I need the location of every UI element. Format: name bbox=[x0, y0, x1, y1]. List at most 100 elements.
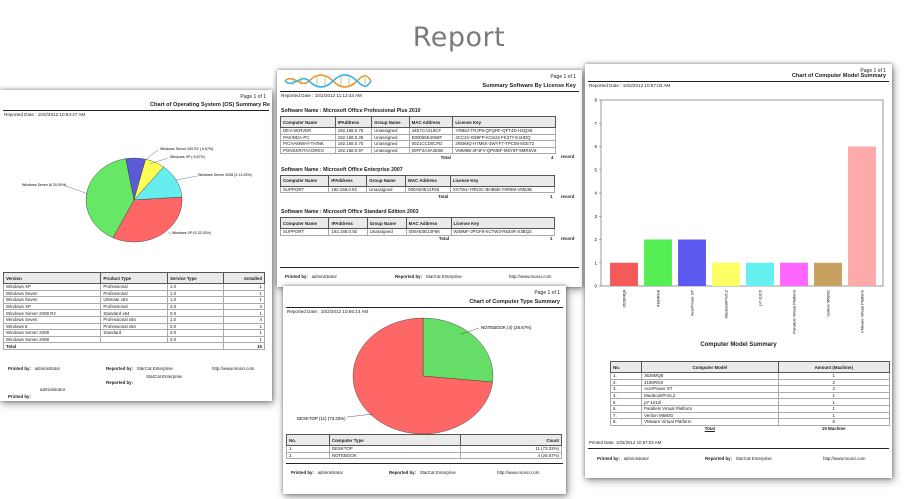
page-number: Page 1 of 1 bbox=[240, 94, 266, 100]
table-cell: Standard x64 bbox=[100, 309, 168, 317]
software-section-title: Software Name : Microsoft Office Standar… bbox=[281, 209, 419, 215]
table-row: SUPPORT 192.168.0.92 Unassigned 000AE0E14F6… bbox=[279, 228, 577, 236]
chart-caption: Computer Model Summary bbox=[700, 342, 777, 348]
column-header: MAC Address bbox=[408, 116, 454, 128]
column-header: Group Name bbox=[366, 217, 407, 229]
table-cell: Unassigned bbox=[371, 133, 410, 142]
table-cell: SUPPORT bbox=[279, 185, 330, 194]
table-cell: 1.0 bbox=[166, 283, 225, 291]
table-cell: 2. bbox=[609, 378, 643, 387]
table-cell: 2 bbox=[777, 385, 891, 393]
table-cell: Windows Seven bbox=[2, 315, 102, 324]
column-header: No. bbox=[609, 361, 643, 373]
table-row: Windows Seven Professional x64 1.0 4 bbox=[2, 315, 265, 324]
y-tick-label: 4 bbox=[595, 191, 598, 196]
reported-date: Reported Date : 10/2/2012 10:56:14 AM bbox=[287, 309, 369, 314]
table-cell: 4CC2V-G98FP-KC643-FK377-K4HDQ bbox=[452, 133, 556, 142]
table-cell: 192.168.0.92 bbox=[328, 228, 368, 236]
bar-2 bbox=[678, 239, 706, 286]
table-cell: Veriton M680G bbox=[641, 411, 779, 420]
table-row: Windows Server 2008 2.0 1 bbox=[2, 335, 265, 344]
type-pie-slice-1 bbox=[352, 317, 493, 434]
table-cell: Windows Seven bbox=[2, 296, 102, 304]
table-cell: 1 bbox=[777, 398, 891, 406]
x-tick-label: VMware Virtual Platform bbox=[860, 289, 865, 333]
report-url: http://www.mosci.com bbox=[509, 274, 552, 279]
printed-by: Printed by: administrator bbox=[285, 274, 337, 279]
type-pie-slice-0 bbox=[422, 317, 494, 383]
table-cell: 00FF2A3A4E5E bbox=[408, 146, 454, 155]
y-tick-label: 2 bbox=[595, 237, 598, 242]
table-cell: 000AE0E14F66 bbox=[405, 228, 452, 236]
reported-by: Reported by: StarCat Enterprise bbox=[106, 366, 173, 371]
total-value: 15 bbox=[223, 342, 265, 350]
reported-by: Reported by: StarCat Enterprise bbox=[705, 456, 772, 461]
table-cell: Windows 8 bbox=[2, 322, 102, 331]
table-cell: 3W3MQ-H7M6X-3WYF7-TPC08-8GET2 bbox=[452, 140, 556, 148]
x-tick-label: AcerPower ST bbox=[690, 289, 695, 315]
table-cell: 000AE0E14F66 bbox=[405, 185, 451, 194]
bar-3 bbox=[712, 262, 740, 286]
table-cell: Windows Seven bbox=[2, 289, 102, 298]
computer-type-pie-chart: NOTEBOOK (4) (26.67%) DESKTOP (11) (73.33… bbox=[297, 317, 532, 434]
report-url: http://www.mosci.com bbox=[497, 470, 540, 475]
table-cell: SUPPORT bbox=[279, 228, 330, 236]
total-label: Total bbox=[438, 193, 449, 199]
pie-label: Windows Server 2008 (3 13.33%) bbox=[198, 173, 252, 177]
total-label: Total bbox=[2, 342, 225, 350]
pie-leader-line bbox=[167, 231, 172, 235]
bar-7 bbox=[848, 146, 876, 286]
total-row: Total 15 Machine bbox=[611, 425, 890, 431]
computer-model-report: Page 1 of 1 Chart of Computer Model Summ… bbox=[585, 64, 892, 478]
table-cell: Professional bbox=[100, 302, 168, 311]
column-header: No. bbox=[286, 434, 330, 446]
table-cell: YRB8J-TRJP8-QFQRF-QFT4D-H3QX8 bbox=[452, 127, 556, 135]
table-row: Windows Seven Ultimate x64 1.0 1 bbox=[2, 296, 265, 304]
table-cell: Unassigned bbox=[366, 228, 407, 236]
table-row: 2. NOTEBOOK 4 (26.67%) bbox=[286, 451, 563, 460]
table-cell: 1. bbox=[609, 372, 643, 380]
printed-by: Printed by: administrator bbox=[597, 456, 649, 461]
table-cell: 7. bbox=[609, 411, 643, 420]
column-header: Group Name bbox=[366, 174, 407, 187]
table-cell: 0021CCD0CFD bbox=[408, 140, 454, 148]
os-pie-slice-4 bbox=[85, 158, 135, 239]
table-cell: 2.0 bbox=[166, 335, 225, 344]
table-cell: Professional x64 bbox=[100, 322, 168, 331]
table-cell: Unassigned bbox=[371, 127, 410, 135]
table-cell: 1 bbox=[223, 283, 265, 291]
os-table: Version Product Type Service Type Installed… bbox=[2, 272, 265, 350]
table-cell: 1 bbox=[777, 404, 891, 413]
table-cell: 6 bbox=[777, 418, 891, 426]
column-header: License Key bbox=[449, 174, 556, 187]
pie-leader-line bbox=[149, 157, 169, 165]
table-cell: 192.168.0.28 bbox=[334, 133, 373, 142]
reported-by: Reported by: StarCat Enterprise bbox=[389, 470, 456, 475]
license-key-report: Page 1 of 1 Summary Software By License … bbox=[277, 70, 582, 287]
pie-label: NOTEBOOK (4) (26.67%) bbox=[481, 325, 532, 330]
printed-by: Printed by: administrator bbox=[8, 366, 60, 371]
table-cell: 4180RG8 bbox=[641, 378, 779, 387]
pie-label: Windows XP ( 6.67%) bbox=[170, 155, 205, 159]
table-row: 2. 4180RG8 2 bbox=[609, 378, 891, 387]
table-row: 1. DESKTOP 11 (73.33%) bbox=[286, 445, 563, 453]
table-row: DEV-SERVER 192.168.0.75 Unassigned 44E7CA21… bbox=[280, 127, 577, 135]
printed-date: Printed Date: 10/2/2012 10:57:03 AM bbox=[589, 440, 662, 445]
total-row: Total 1 record bbox=[281, 235, 577, 241]
report-heading: Chart of Computer Model Summary bbox=[791, 73, 886, 79]
computer-type-report: Page 1 of 1 Chart of Computer Type Summa… bbox=[283, 286, 566, 494]
total-row: Total 4 record bbox=[281, 154, 577, 160]
table-cell: W38MF-JPGF8-KCTW3-R634R-X3BQ3 bbox=[450, 228, 555, 236]
column-header: Computer Name bbox=[280, 116, 336, 128]
printed-by-name-2: administrator bbox=[40, 387, 66, 392]
table-cell: NOTEBOOK bbox=[328, 451, 461, 460]
total-label: Total bbox=[704, 426, 715, 432]
bar-4 bbox=[746, 262, 774, 286]
total-label: Total bbox=[438, 235, 450, 241]
printed-by-label-3: Printed by: bbox=[8, 394, 31, 399]
column-header: MAC Address bbox=[405, 174, 451, 187]
pie-leader-line bbox=[144, 149, 159, 161]
os-pie-slice-3 bbox=[112, 196, 183, 243]
x-tick-label: Parallels Virtual Platform bbox=[792, 289, 797, 333]
y-tick-label: 8 bbox=[595, 98, 598, 103]
